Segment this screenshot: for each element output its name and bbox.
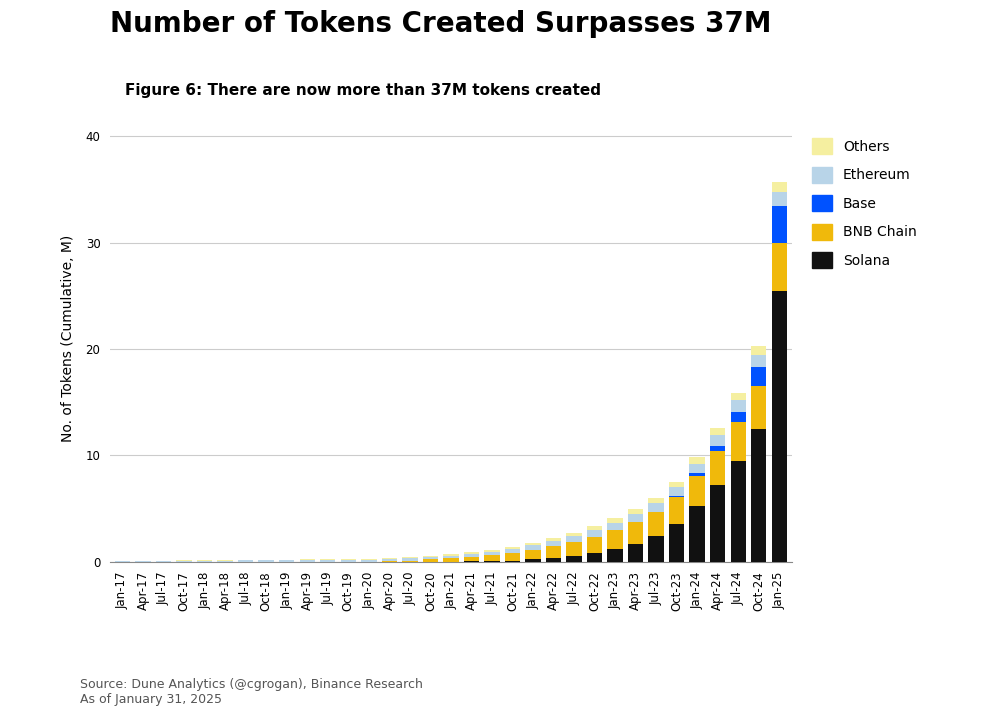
Bar: [752, 367, 767, 386]
Bar: [320, 560, 336, 562]
Bar: [484, 552, 500, 555]
Bar: [730, 412, 745, 423]
Bar: [710, 446, 725, 451]
Bar: [607, 523, 623, 530]
Bar: [772, 291, 787, 562]
Bar: [587, 553, 602, 562]
Bar: [566, 533, 582, 536]
Bar: [752, 346, 767, 355]
Bar: [546, 558, 561, 562]
Bar: [320, 559, 336, 560]
Bar: [710, 485, 725, 562]
Bar: [628, 514, 643, 522]
Bar: [710, 451, 725, 485]
Bar: [423, 559, 438, 562]
Bar: [628, 544, 643, 562]
Bar: [648, 536, 663, 562]
Text: Number of Tokens Created Surpasses 37M: Number of Tokens Created Surpasses 37M: [110, 10, 772, 38]
Bar: [710, 435, 725, 446]
Bar: [382, 558, 397, 559]
Bar: [669, 497, 684, 524]
Bar: [648, 512, 663, 536]
Bar: [669, 524, 684, 562]
Bar: [464, 557, 479, 562]
Bar: [607, 530, 623, 549]
Bar: [689, 457, 704, 464]
Bar: [566, 536, 582, 542]
Bar: [689, 506, 704, 562]
Bar: [772, 192, 787, 205]
Bar: [525, 543, 541, 546]
Bar: [341, 559, 356, 560]
Bar: [402, 557, 418, 558]
Bar: [730, 392, 745, 400]
Bar: [279, 560, 295, 562]
Bar: [443, 556, 459, 559]
Bar: [546, 546, 561, 558]
Bar: [382, 559, 397, 561]
Bar: [689, 473, 704, 475]
Text: Source: Dune Analytics (@cgrogan), Binance Research
As of January 31, 2025: Source: Dune Analytics (@cgrogan), Binan…: [80, 678, 423, 706]
Bar: [525, 559, 541, 562]
Bar: [505, 549, 520, 553]
Bar: [525, 550, 541, 559]
Bar: [607, 549, 623, 562]
Bar: [710, 428, 725, 435]
Bar: [752, 355, 767, 367]
Bar: [546, 538, 561, 541]
Bar: [300, 559, 315, 560]
Bar: [525, 546, 541, 550]
Y-axis label: No. of Tokens (Cumulative, M): No. of Tokens (Cumulative, M): [60, 235, 74, 442]
Bar: [484, 555, 500, 561]
Bar: [176, 561, 191, 562]
Bar: [752, 386, 767, 428]
Bar: [730, 423, 745, 461]
Bar: [443, 554, 459, 556]
Bar: [505, 547, 520, 549]
Bar: [156, 561, 171, 562]
Legend: Others, Ethereum, Base, BNB Chain, Solana: Others, Ethereum, Base, BNB Chain, Solan…: [806, 131, 924, 275]
Bar: [628, 522, 643, 544]
Bar: [752, 428, 767, 562]
Bar: [300, 560, 315, 562]
Bar: [566, 556, 582, 562]
Bar: [669, 482, 684, 487]
Bar: [648, 503, 663, 512]
Bar: [730, 461, 745, 562]
Bar: [259, 560, 274, 562]
Bar: [607, 518, 623, 523]
Bar: [546, 541, 561, 546]
Bar: [197, 561, 212, 562]
Bar: [443, 559, 459, 562]
Bar: [587, 530, 602, 536]
Bar: [772, 243, 787, 291]
Bar: [772, 182, 787, 192]
Bar: [566, 542, 582, 556]
Bar: [587, 526, 602, 530]
Bar: [628, 510, 643, 514]
Bar: [689, 464, 704, 473]
Bar: [361, 559, 377, 562]
Bar: [505, 553, 520, 561]
Bar: [237, 560, 254, 562]
Bar: [587, 536, 602, 553]
Bar: [669, 487, 684, 496]
Bar: [505, 561, 520, 562]
Bar: [423, 557, 438, 559]
Bar: [484, 550, 500, 552]
Bar: [730, 400, 745, 412]
Bar: [689, 475, 704, 506]
Bar: [402, 558, 418, 561]
Bar: [772, 205, 787, 243]
Bar: [464, 552, 479, 554]
Bar: [423, 556, 438, 557]
Text: Figure 6: There are now more than 37M tokens created: Figure 6: There are now more than 37M to…: [125, 83, 601, 98]
Bar: [648, 498, 663, 503]
Bar: [464, 554, 479, 557]
Bar: [402, 561, 418, 562]
Bar: [217, 561, 232, 562]
Bar: [341, 560, 356, 562]
